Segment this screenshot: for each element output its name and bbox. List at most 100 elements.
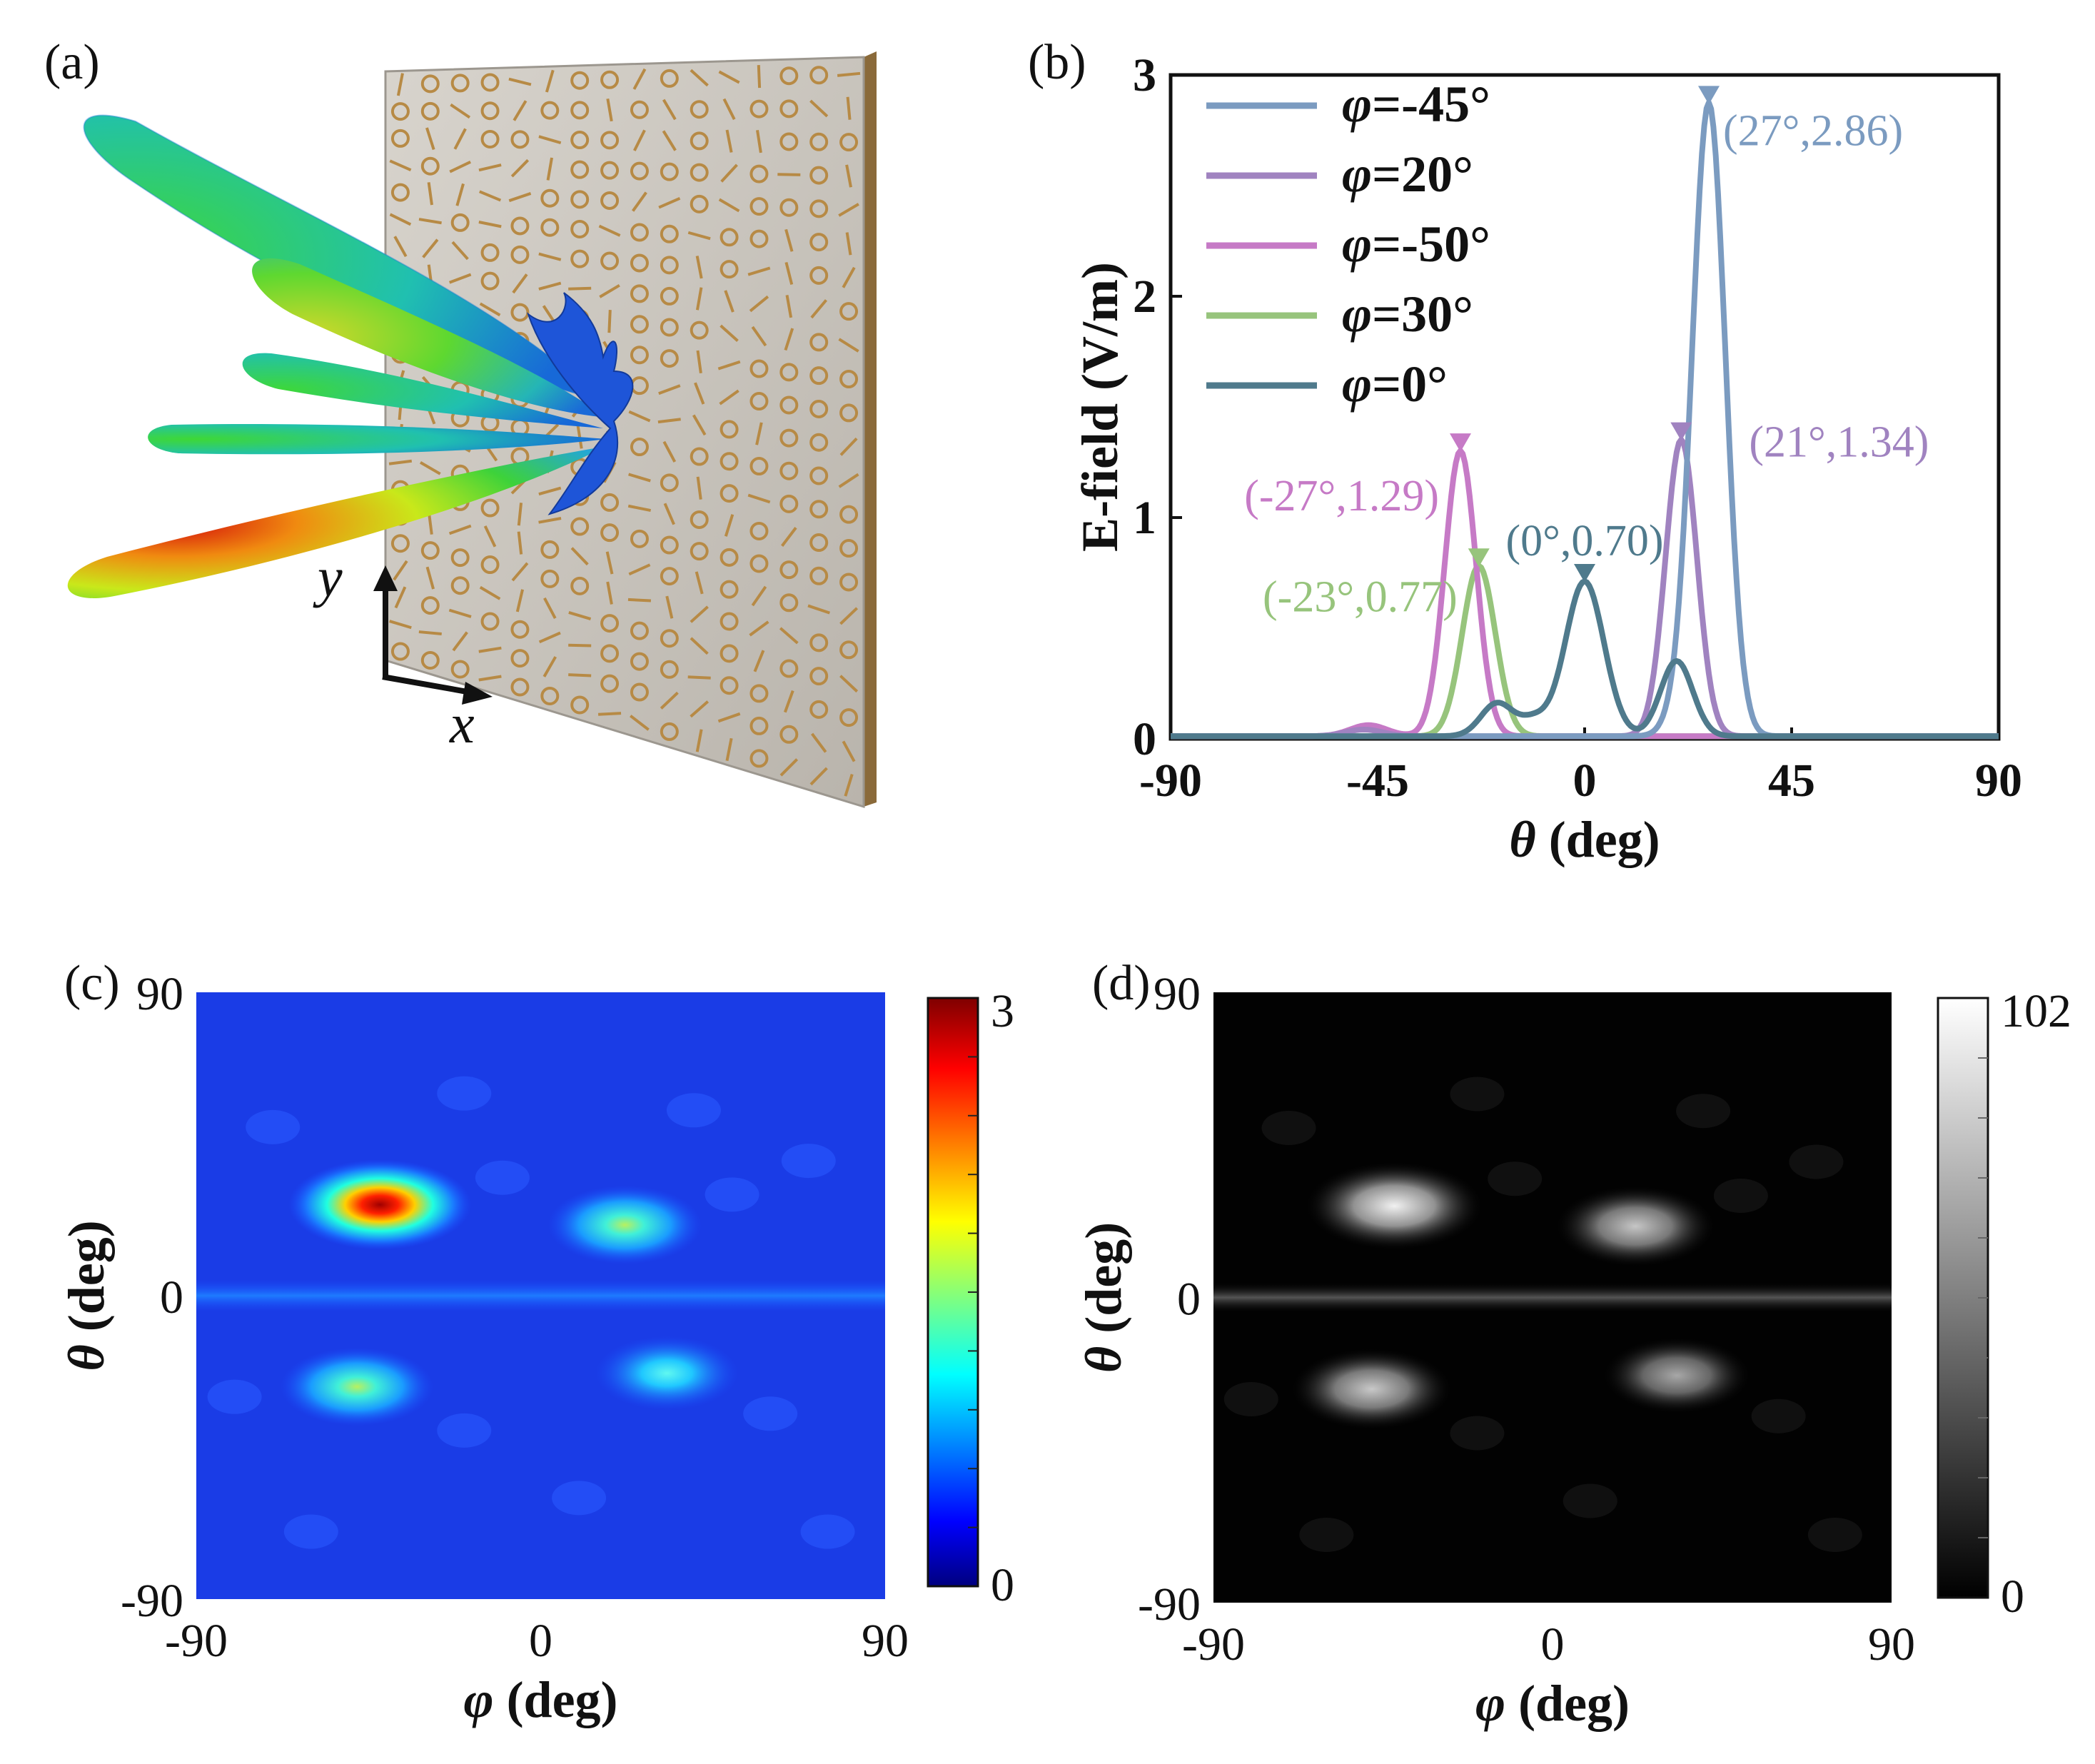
unit-cell-bar bbox=[807, 604, 830, 615]
unit-cell-bar bbox=[838, 338, 859, 353]
unit-cell-bar bbox=[785, 294, 793, 318]
unit-cell-ring bbox=[779, 725, 799, 744]
unit-cell-bar bbox=[418, 630, 442, 635]
lobe-middle bbox=[242, 353, 603, 428]
unit-cell-ring bbox=[690, 542, 709, 561]
unit-cell-bar bbox=[388, 459, 413, 465]
unit-cell-ring bbox=[420, 156, 440, 176]
unit-cell-ring bbox=[390, 642, 410, 661]
unit-cell-bar bbox=[511, 562, 529, 582]
x-axis-label-symbol: φ bbox=[1475, 1675, 1505, 1732]
unit-cell-ring bbox=[809, 700, 829, 719]
x-tick-label: 45 bbox=[1768, 755, 1815, 807]
unit-cell-bar bbox=[751, 585, 767, 607]
unit-cell-ring bbox=[600, 70, 620, 89]
unit-cell-bar bbox=[455, 183, 465, 206]
unit-cell-bar bbox=[717, 712, 741, 723]
unit-cell-bar bbox=[508, 192, 532, 203]
unit-cell-bar bbox=[725, 129, 733, 153]
unit-cell-ring bbox=[540, 540, 560, 559]
unit-cell-ring bbox=[779, 198, 799, 217]
unit-cell-bar bbox=[631, 191, 647, 212]
unit-cell-ring bbox=[540, 188, 560, 208]
unit-cell-ring bbox=[690, 510, 709, 529]
x-tick-label: 0 bbox=[529, 1615, 552, 1667]
unit-cell-bar bbox=[599, 283, 620, 298]
unit-cell-ring bbox=[630, 161, 649, 181]
x-tick-label: -45 bbox=[1346, 755, 1409, 807]
unit-cell-ring bbox=[660, 567, 679, 586]
unit-cell-bar bbox=[719, 389, 739, 405]
unit-cell-bar bbox=[606, 98, 613, 122]
x-axis-label-symbol: θ bbox=[1509, 811, 1535, 868]
y-tick-label: 0 bbox=[1177, 1274, 1201, 1326]
y-tick-label: 3 bbox=[1133, 49, 1156, 101]
unit-cell-ring bbox=[809, 166, 829, 185]
axes-indicator: y x bbox=[313, 546, 493, 755]
panel-c-label: (c) bbox=[64, 956, 120, 1011]
unit-cell-ring bbox=[450, 74, 470, 93]
axis-x-label: x bbox=[449, 692, 475, 755]
radiation-pattern bbox=[67, 114, 634, 598]
heatmap-spot bbox=[547, 1185, 702, 1264]
unit-cell-ring bbox=[540, 218, 560, 237]
unit-cell-ring bbox=[390, 128, 410, 148]
panel-a-label: (a) bbox=[44, 35, 100, 90]
unit-cell-ring bbox=[839, 369, 859, 388]
lobe-bottom-main bbox=[67, 446, 607, 598]
y-axis-label: θ (deg) bbox=[58, 1220, 115, 1371]
lobe-upper bbox=[252, 258, 607, 418]
unit-cell-bar bbox=[755, 422, 763, 445]
unit-cell-ring bbox=[540, 101, 560, 120]
unit-cell-ring bbox=[600, 644, 620, 663]
unit-cell-ring bbox=[450, 576, 470, 595]
legend-label-symbol: φ bbox=[1342, 76, 1372, 133]
unit-cell-ring bbox=[480, 101, 500, 121]
unit-cell-ring bbox=[390, 183, 410, 202]
unit-cell-bar bbox=[839, 675, 859, 693]
unit-cell-bar bbox=[425, 566, 435, 590]
legend-label-text: =30° bbox=[1372, 286, 1473, 343]
unit-cell-ring bbox=[690, 321, 709, 340]
unit-cell-bar bbox=[694, 382, 705, 405]
heatmap-spot bbox=[1304, 1161, 1485, 1251]
peak-label: (-27°,1.29) bbox=[1244, 472, 1439, 520]
unit-cell-bar bbox=[568, 286, 592, 291]
unit-cell-ring bbox=[809, 500, 829, 519]
unit-cell-bar bbox=[633, 129, 646, 151]
unit-cell-bar bbox=[747, 266, 771, 276]
unit-cell-bar bbox=[510, 158, 530, 178]
unit-cell-ring bbox=[839, 573, 859, 592]
unit-cell-bar bbox=[783, 690, 794, 713]
heatmap-spot bbox=[1554, 1185, 1717, 1268]
unit-cell-bar bbox=[658, 196, 681, 209]
unit-cell-bar bbox=[717, 360, 741, 371]
colorbar-max-label: 102 bbox=[2001, 985, 2071, 1037]
unit-cell-bar bbox=[628, 473, 651, 483]
unit-cell-bar bbox=[538, 281, 562, 291]
unit-cell-ring bbox=[420, 74, 440, 94]
y-axis-label: θ (deg) bbox=[1075, 1222, 1132, 1373]
unit-cell-ring bbox=[480, 73, 500, 92]
y-axis-label-symbol: θ bbox=[1075, 1346, 1132, 1373]
unit-cell-bar bbox=[722, 98, 736, 121]
unit-cell-ring bbox=[720, 484, 739, 503]
unit-cell-ring bbox=[749, 392, 769, 411]
heatmap-spot bbox=[288, 1159, 472, 1250]
legend-label: φ=30° bbox=[1342, 286, 1473, 343]
unit-cell-bar bbox=[479, 190, 502, 202]
unit-cell-ring bbox=[390, 102, 410, 121]
unit-cell-ring bbox=[450, 213, 470, 232]
unit-cell-ring bbox=[570, 101, 590, 120]
unit-cell-ring bbox=[720, 644, 739, 663]
unit-cell-ring bbox=[660, 660, 679, 679]
legend-label-text: =-50° bbox=[1372, 216, 1490, 273]
unit-cell-bar bbox=[425, 127, 435, 151]
unit-cell-bar bbox=[753, 650, 765, 672]
y-tick-label: 2 bbox=[1133, 271, 1156, 323]
x-axis-label: φ (deg) bbox=[1475, 1675, 1630, 1732]
unit-cell-ring bbox=[809, 366, 829, 385]
unit-cell-ring bbox=[450, 548, 470, 568]
